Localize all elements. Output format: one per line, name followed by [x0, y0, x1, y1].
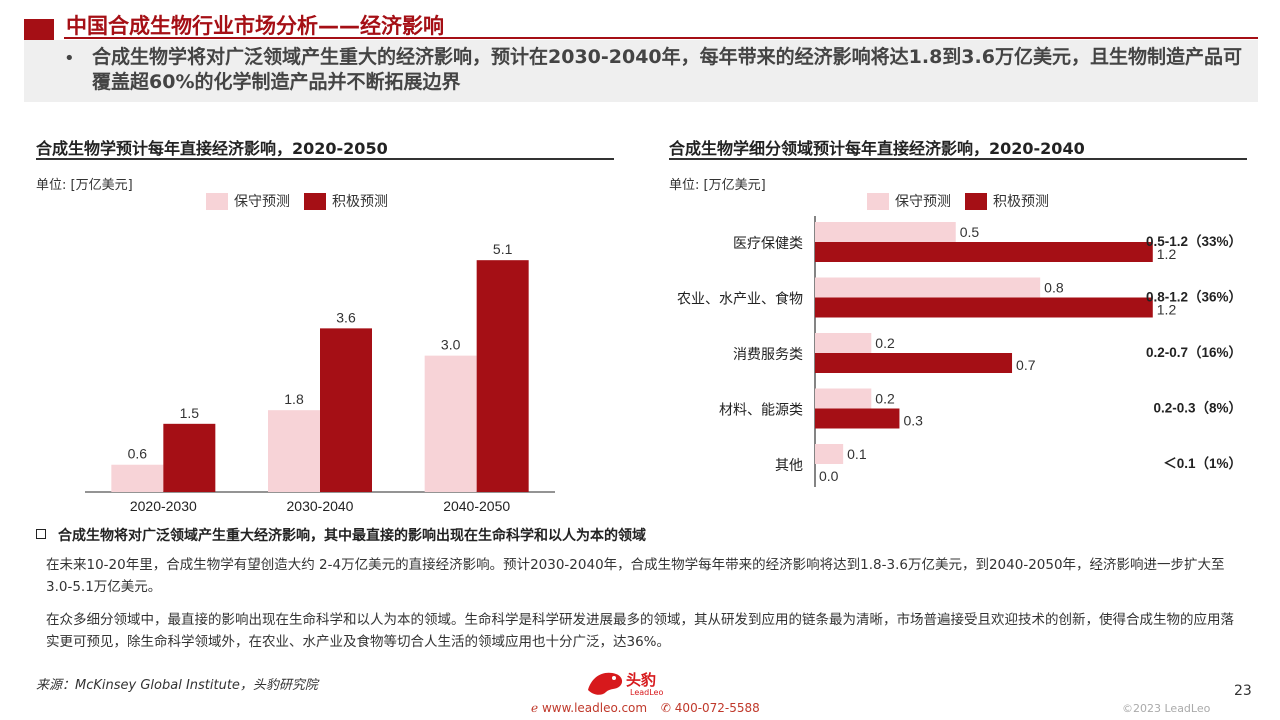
- bar-data-label: 1.2: [1157, 246, 1177, 262]
- bar-conservative: [815, 388, 872, 409]
- bar-data-label: 0.3: [903, 413, 923, 429]
- x-tick-label: 2040-2050: [443, 498, 510, 514]
- right-chart-legend: 保守预测 积极预测: [867, 191, 1063, 211]
- range-share-annotation: 0.2-0.7（16%）: [1146, 345, 1242, 360]
- x-tick-label: 2020-2030: [130, 498, 197, 514]
- left-chart-title-rule: [36, 158, 614, 160]
- bar-conservative: [424, 355, 477, 492]
- legend-label-conservative: 保守预测: [895, 194, 951, 210]
- bar-aggressive: [815, 353, 1013, 373]
- legend-item-aggressive: 积极预测: [965, 191, 1049, 211]
- bar-aggressive: [815, 242, 1153, 262]
- range-share-annotation: ＜0.1（1%）: [1163, 456, 1242, 471]
- phone-number: 400-072-5588: [674, 701, 760, 715]
- bar-data-label: 1.8: [284, 391, 304, 407]
- right-chart-unit: 单位: [万亿美元]: [669, 178, 766, 193]
- bar-aggressive: [163, 423, 216, 492]
- bar-data-label: 0.2: [875, 391, 895, 407]
- legend-label-conservative: 保守预测: [234, 194, 290, 210]
- range-share-annotation: 0.8-1.2（36%）: [1146, 290, 1242, 305]
- bar-aggressive: [815, 408, 900, 429]
- web-icon: ℯ: [531, 701, 539, 715]
- bar-data-label: 1.5: [180, 405, 200, 421]
- legend-swatch-aggressive: [304, 192, 326, 210]
- x-tick-label: 2030-2040: [287, 498, 354, 514]
- bar-conservative: [815, 444, 844, 464]
- right-chart-title-rule: [669, 158, 1247, 160]
- range-share-annotation: 0.5-1.2（33%）: [1146, 234, 1242, 249]
- phone-icon: ✆: [660, 701, 671, 715]
- segment-impact-bar-chart: 0.5 1.2 医疗保健类 0.5-1.2（33%） 0.8 1.2 农业、水产业、食物 0.…: [677, 216, 1242, 487]
- contact-info: ℯ www.leadleo.com ✆ 400-072-5588: [531, 701, 760, 715]
- logo-text: 头豹: [626, 671, 657, 689]
- body-paragraph-1: 在未来10-20年里，合成生物学有望创造大约 2-4万亿美元的直接经济影响。预计…: [46, 557, 1225, 595]
- y-category-label: 其他: [775, 457, 803, 473]
- y-category-label: 材料、能源类: [719, 402, 803, 418]
- bar-conservative: [815, 333, 872, 353]
- summary-box: • 合成生物学将对广泛领域产生重大的经济影响，预计在2030-2040年，每年带…: [24, 40, 1258, 102]
- page-number: 23: [1234, 683, 1252, 699]
- annual-impact-bar-chart: 0.6 1.5 2020-2030 1.8 3.6 2030-2040 3.0 5.1 2040…: [85, 241, 555, 514]
- body-heading: 合成生物将对广泛领域产生重大经济影响，其中最直接的影响出现在生命科学和以人为本的…: [36, 525, 646, 545]
- body-paragraph-2: 在众多细分领域中，最直接的影响出现在生命科学和以人为本的领域。生命科学是科学研发…: [46, 612, 1234, 650]
- bar-conservative: [815, 277, 1041, 298]
- summary-text: 合成生物学将对广泛领域产生重大的经济影响，预计在2030-2040年，每年带来的…: [92, 46, 1242, 93]
- y-category-label: 消费服务类: [733, 346, 803, 362]
- leopard-logo-icon: [588, 672, 623, 695]
- legend-swatch-aggressive: [965, 192, 987, 210]
- bar-data-label: 0.1: [847, 446, 867, 462]
- title-underline: [64, 37, 1258, 39]
- bar-data-label: 0.2: [875, 335, 895, 351]
- y-category-label: 医疗保健类: [733, 235, 803, 251]
- bar-data-label: 3.0: [441, 337, 461, 353]
- legend-item-aggressive: 积极预测: [304, 191, 388, 211]
- source-note: 来源：McKinsey Global Institute，头豹研究院: [36, 678, 318, 693]
- checkbox-bullet-icon: [36, 529, 46, 539]
- bar-aggressive: [815, 297, 1153, 318]
- bar-conservative: [815, 222, 956, 242]
- legend-swatch-conservative: [867, 192, 889, 210]
- left-chart-title: 合成生物学预计每年直接经济影响，2020-2050: [36, 139, 388, 158]
- legend-item-conservative: 保守预测: [206, 191, 290, 211]
- bar-data-label: 0.7: [1016, 357, 1036, 373]
- website-link[interactable]: www.leadleo.com: [541, 701, 648, 715]
- logo-subtext: LeadLeo: [630, 688, 664, 697]
- bar-data-label: 3.6: [336, 309, 356, 325]
- bar-data-label: 0.0: [819, 468, 839, 484]
- legend-swatch-conservative: [206, 192, 228, 210]
- bar-data-label: 0.8: [1044, 280, 1064, 296]
- copyright: ©2023 LeadLeo: [1122, 702, 1211, 715]
- bar-data-label: 1.2: [1157, 302, 1177, 318]
- body-heading-text: 合成生物将对广泛领域产生重大经济影响，其中最直接的影响出现在生命科学和以人为本的…: [58, 528, 646, 544]
- bar-data-label: 0.6: [128, 446, 148, 462]
- bar-conservative: [268, 410, 320, 492]
- page-title: 中国合成生物行业市场分析——经济影响: [66, 14, 444, 38]
- bar-aggressive: [320, 328, 372, 492]
- bar-data-label: 5.1: [493, 241, 513, 257]
- legend-item-conservative: 保守预测: [867, 191, 951, 211]
- y-category-label: 农业、水产业、食物: [677, 291, 803, 307]
- left-chart-legend: 保守预测 积极预测: [206, 191, 402, 211]
- range-share-annotation: 0.2-0.3（8%）: [1153, 401, 1242, 416]
- bar-aggressive: [476, 260, 529, 492]
- bullet-icon: •: [64, 48, 75, 69]
- right-chart-title: 合成生物学细分领域预计每年直接经济影响，2020-2040: [669, 139, 1085, 158]
- bar-data-label: 0.5: [960, 224, 980, 240]
- legend-label-aggressive: 积极预测: [993, 194, 1049, 210]
- bar-conservative: [111, 464, 164, 492]
- left-chart-unit: 单位: [万亿美元]: [36, 178, 133, 193]
- legend-label-aggressive: 积极预测: [332, 194, 388, 210]
